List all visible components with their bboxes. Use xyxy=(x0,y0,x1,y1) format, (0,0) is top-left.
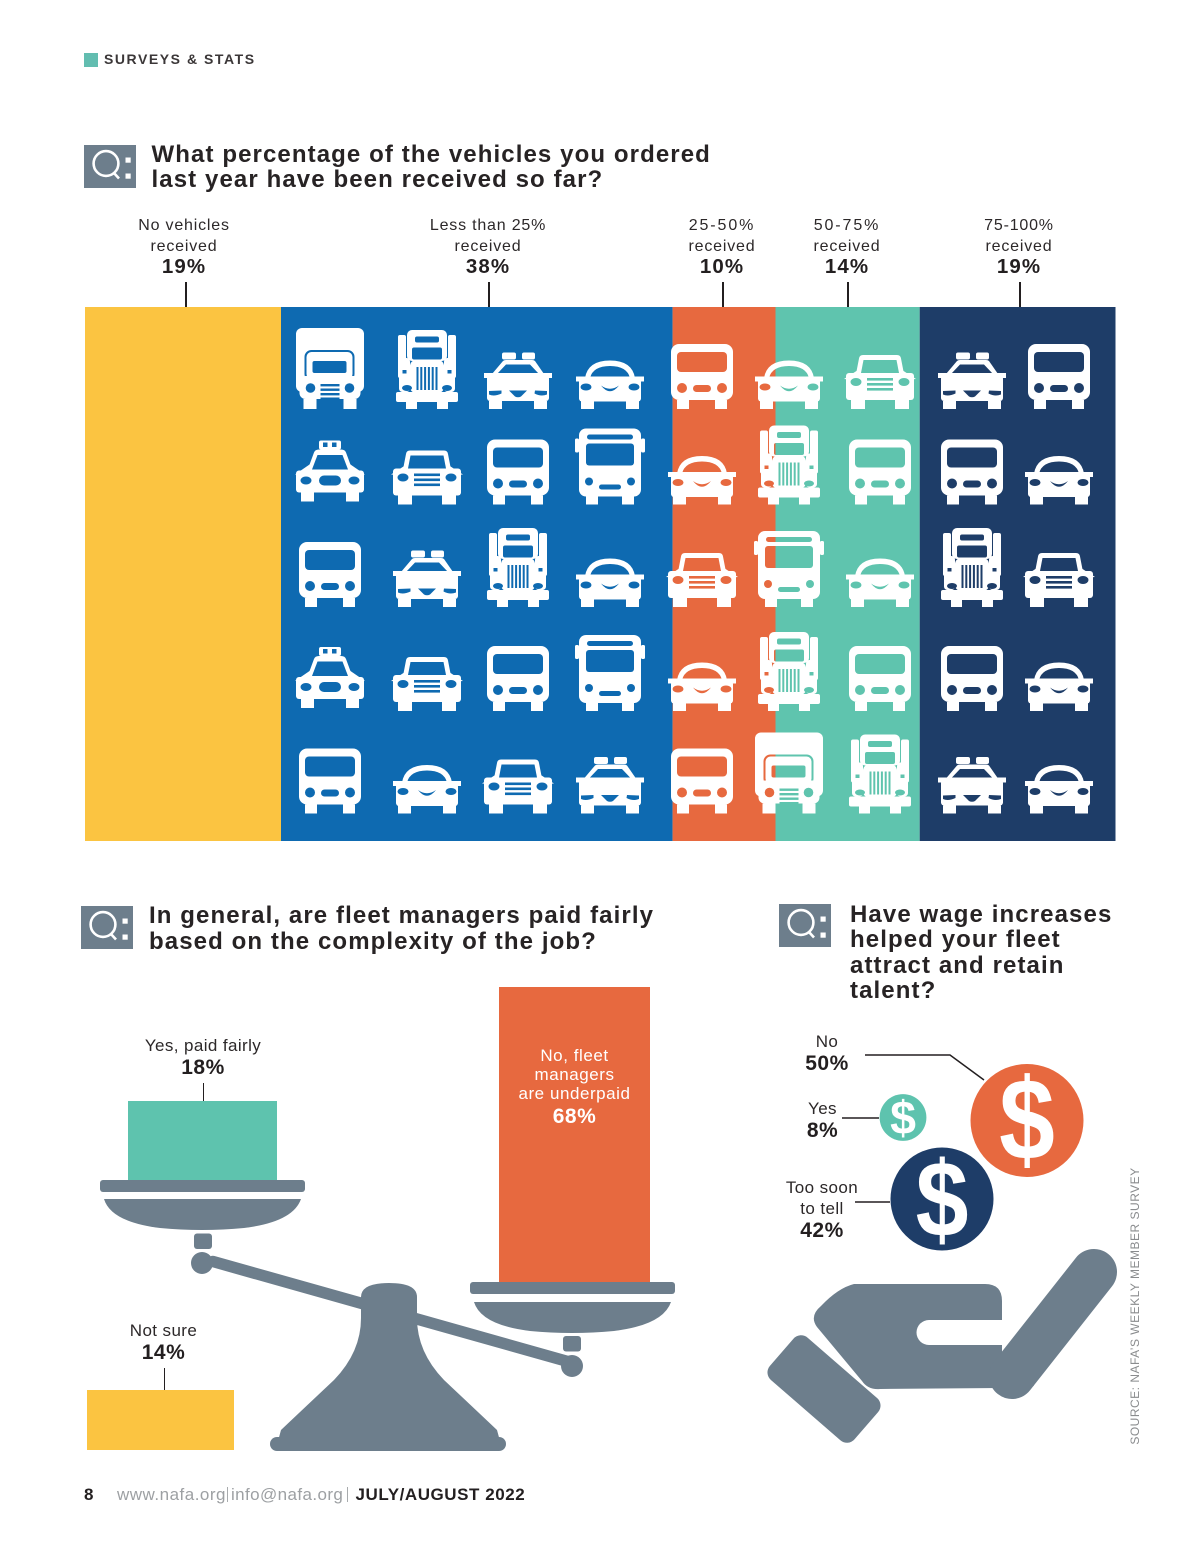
svg-text:$: $ xyxy=(916,1140,969,1260)
svg-text:$: $ xyxy=(890,1092,916,1144)
svg-text:$: $ xyxy=(999,1055,1055,1185)
